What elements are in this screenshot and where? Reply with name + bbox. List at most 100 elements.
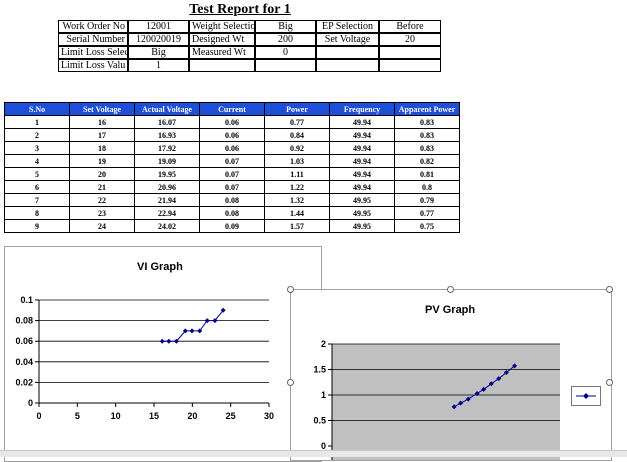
table-cell[interactable]: 2 — [4, 128, 70, 142]
resize-handle-right-middle[interactable] — [606, 379, 613, 386]
pv-graph-chart[interactable]: PV Graph 0 0.5 1 1.5 2 — [290, 289, 612, 461]
table-cell[interactable]: 0.92 — [264, 141, 330, 155]
table-cell[interactable]: 19.09 — [134, 154, 200, 168]
header-cell-r2-value2[interactable]: 0 — [255, 46, 316, 59]
table-cell[interactable]: 19.95 — [134, 167, 200, 181]
column-header[interactable]: Frequency — [329, 102, 395, 116]
table-cell[interactable]: 0.83 — [394, 141, 460, 155]
header-cell-r0-value3[interactable]: Before — [379, 20, 441, 33]
table-cell[interactable]: 16.93 — [134, 128, 200, 142]
table-cell[interactable]: 6 — [4, 180, 70, 194]
table-cell[interactable]: 3 — [4, 141, 70, 155]
table-cell[interactable]: 16.07 — [134, 115, 200, 129]
header-cell-r1-label3[interactable]: Set Voltage — [316, 33, 379, 46]
header-cell-r2-label[interactable]: Limit Loss Select — [58, 46, 128, 59]
table-cell[interactable]: 4 — [4, 154, 70, 168]
column-header[interactable]: Set Voltage — [69, 102, 135, 116]
horizontal-scrollbar[interactable] — [0, 450, 627, 457]
resize-handle-left-middle[interactable] — [287, 379, 294, 386]
column-header[interactable]: S.No — [4, 102, 70, 116]
table-cell[interactable]: 0.81 — [394, 167, 460, 181]
table-cell[interactable]: 49.95 — [329, 206, 395, 220]
table-cell[interactable]: 0.09 — [199, 219, 265, 233]
table-cell[interactable]: 1 — [4, 115, 70, 129]
header-cell-r3-value2[interactable] — [255, 59, 316, 72]
column-header[interactable]: Actual Voltage — [134, 102, 200, 116]
table-cell[interactable]: 24.02 — [134, 219, 200, 233]
table-cell[interactable]: 0.06 — [199, 128, 265, 142]
table-cell[interactable]: 20 — [69, 167, 135, 181]
table-cell[interactable]: 1.22 — [264, 180, 330, 194]
header-cell-r2-value[interactable]: Big — [128, 46, 189, 59]
header-cell-r1-value3[interactable]: 20 — [379, 33, 441, 46]
table-cell[interactable]: 22 — [69, 193, 135, 207]
header-cell-r3-label2[interactable] — [189, 59, 255, 72]
table-cell[interactable]: 1.57 — [264, 219, 330, 233]
table-cell[interactable]: 49.95 — [329, 219, 395, 233]
table-cell[interactable]: 18 — [69, 141, 135, 155]
table-cell[interactable]: 49.94 — [329, 128, 395, 142]
table-cell[interactable]: 0.83 — [394, 115, 460, 129]
header-cell-r0-label[interactable]: Work Order No — [58, 20, 128, 33]
header-cell-r2-label2[interactable]: Measured Wt — [189, 46, 255, 59]
column-header[interactable]: Current — [199, 102, 265, 116]
header-cell-r3-label[interactable]: Limit Loss Valu — [58, 59, 128, 72]
table-cell[interactable]: 0.77 — [264, 115, 330, 129]
table-cell[interactable]: 0.82 — [394, 154, 460, 168]
table-cell[interactable]: 49.94 — [329, 154, 395, 168]
resize-handle-top-left[interactable] — [287, 286, 294, 293]
header-cell-r2-label3[interactable] — [316, 46, 379, 59]
table-cell[interactable]: 22.94 — [134, 206, 200, 220]
header-cell-r1-label2[interactable]: Designed Wt — [189, 33, 255, 46]
header-cell-r3-value3[interactable] — [379, 59, 441, 72]
pv-legend-box[interactable] — [571, 386, 601, 406]
header-cell-r3-label3[interactable] — [316, 59, 379, 72]
header-cell-r0-label2[interactable]: Weight Selection — [189, 20, 255, 33]
table-cell[interactable]: 19 — [69, 154, 135, 168]
table-cell[interactable]: 0.06 — [199, 115, 265, 129]
table-cell[interactable]: 49.94 — [329, 180, 395, 194]
table-cell[interactable]: 1.32 — [264, 193, 330, 207]
resize-handle-top-middle[interactable] — [447, 286, 454, 293]
table-cell[interactable]: 9 — [4, 219, 70, 233]
resize-handle-top-right[interactable] — [606, 286, 613, 293]
table-cell[interactable]: 0.79 — [394, 193, 460, 207]
table-cell[interactable]: 49.94 — [329, 141, 395, 155]
table-cell[interactable]: 49.94 — [329, 167, 395, 181]
column-header[interactable]: Power — [264, 102, 330, 116]
table-cell[interactable]: 0.08 — [199, 206, 265, 220]
table-cell[interactable]: 0.84 — [264, 128, 330, 142]
table-cell[interactable]: 24 — [69, 219, 135, 233]
header-cell-r3-value[interactable]: 1 — [128, 59, 189, 72]
header-cell-r1-value[interactable]: 120020019 — [128, 33, 189, 46]
table-cell[interactable]: 0.07 — [199, 154, 265, 168]
table-cell[interactable]: 1.11 — [264, 167, 330, 181]
table-cell[interactable]: 49.95 — [329, 193, 395, 207]
table-cell[interactable]: 7 — [4, 193, 70, 207]
vi-graph-chart[interactable]: VI Graph 0 0.02 0.04 0.06 0.08 0.1 0 5 10 15 20 25 3… — [4, 246, 322, 462]
table-cell[interactable]: 0.07 — [199, 167, 265, 181]
table-cell[interactable]: 20.96 — [134, 180, 200, 194]
table-cell[interactable]: 23 — [69, 206, 135, 220]
table-cell[interactable]: 0.8 — [394, 180, 460, 194]
table-cell[interactable]: 1.03 — [264, 154, 330, 168]
table-cell[interactable]: 5 — [4, 167, 70, 181]
table-cell[interactable]: 21.94 — [134, 193, 200, 207]
table-cell[interactable]: 0.06 — [199, 141, 265, 155]
header-cell-r2-value3[interactable] — [379, 46, 441, 59]
header-cell-r1-label[interactable]: Serial Number — [58, 33, 128, 46]
table-cell[interactable]: 16 — [69, 115, 135, 129]
column-header[interactable]: Apparent Power — [394, 102, 460, 116]
table-cell[interactable]: 21 — [69, 180, 135, 194]
table-cell[interactable]: 0.07 — [199, 180, 265, 194]
header-cell-r0-value[interactable]: 12001 — [128, 20, 189, 33]
table-cell[interactable]: 0.75 — [394, 219, 460, 233]
header-cell-r1-value2[interactable]: 200 — [255, 33, 316, 46]
table-cell[interactable]: 49.94 — [329, 115, 395, 129]
header-cell-r0-label3[interactable]: EP Selection — [316, 20, 379, 33]
table-cell[interactable]: 0.83 — [394, 128, 460, 142]
table-cell[interactable]: 8 — [4, 206, 70, 220]
header-cell-r0-value2[interactable]: Big — [255, 20, 316, 33]
table-cell[interactable]: 17.92 — [134, 141, 200, 155]
table-cell[interactable]: 17 — [69, 128, 135, 142]
